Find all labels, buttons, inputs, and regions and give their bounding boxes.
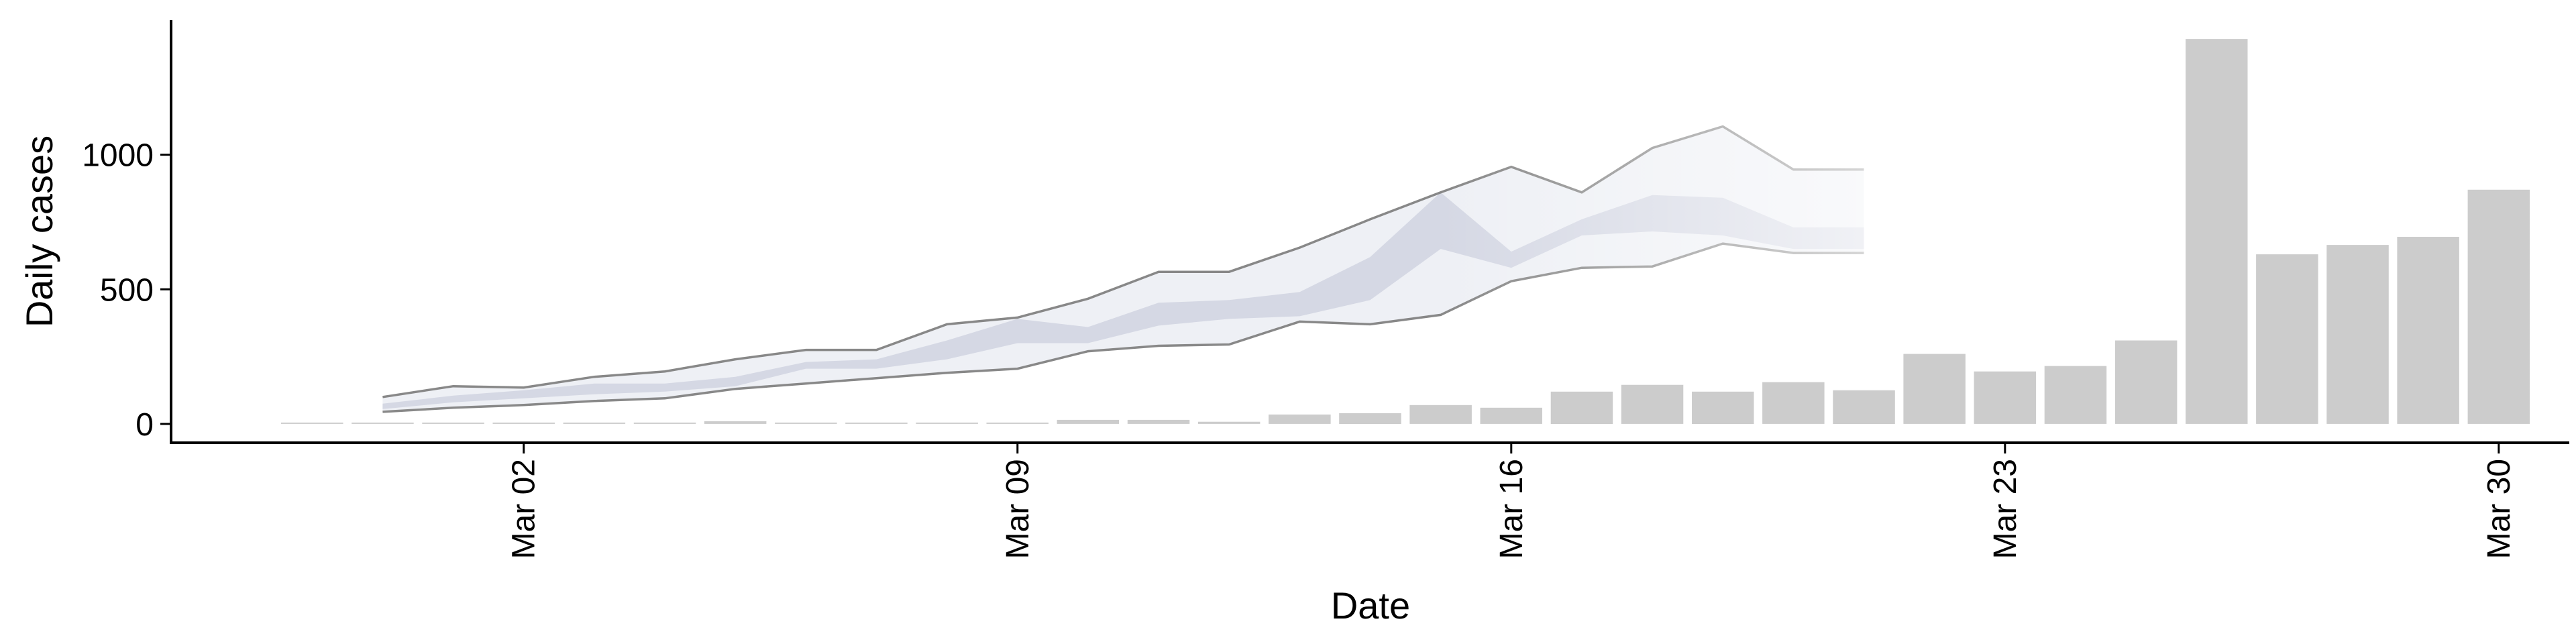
bar (1621, 384, 1684, 424)
bar (1057, 419, 1120, 424)
bar (845, 422, 908, 424)
bar (1692, 391, 1754, 424)
bar (1833, 390, 1895, 424)
projection-ribbon (382, 20, 1867, 443)
x-tick-label: Mar 23 (1988, 459, 2023, 559)
y-tick-label: 0 (136, 407, 154, 443)
bar-series (281, 39, 2530, 424)
bar (352, 422, 414, 424)
bar (422, 422, 484, 424)
bar (1480, 407, 1542, 424)
ticks: Mar 02 Mar 09 Mar 16 Mar 23 Mar 30 0 500 1000 (82, 138, 2517, 559)
bar (1339, 413, 1401, 424)
x-tick-label: Mar 09 (1000, 459, 1036, 559)
x-tick-label: Mar 16 (1494, 459, 1529, 559)
bar (563, 422, 626, 424)
bar (916, 422, 978, 424)
bar (2044, 366, 2107, 424)
axes (170, 20, 2569, 444)
bar (1409, 405, 1472, 424)
bar (1762, 382, 1825, 424)
bar (775, 422, 837, 424)
bar (2114, 340, 2178, 424)
bar (633, 422, 696, 424)
bar (1903, 354, 1966, 424)
bar (2397, 237, 2459, 424)
x-tick-label: Mar 30 (2481, 459, 2517, 559)
bar (1550, 391, 1613, 424)
y-tick-label: 500 (100, 272, 154, 308)
bar (492, 422, 555, 424)
bar (1127, 419, 1190, 424)
bar (281, 422, 343, 424)
bar (1974, 371, 2037, 424)
bar (1197, 421, 1260, 424)
bar (986, 422, 1049, 424)
bar (2326, 245, 2389, 424)
y-axis-title: Daily cases (18, 136, 60, 327)
y-tick-label: 1000 (82, 138, 154, 174)
x-tick-label: Mar 02 (506, 459, 542, 559)
x-axis-title: Date (1331, 584, 1410, 627)
bar (1269, 414, 1331, 424)
bar (2256, 254, 2318, 424)
bar (2186, 39, 2248, 424)
projection-fade (1440, 20, 1867, 443)
bar (704, 421, 767, 424)
bar (2467, 189, 2530, 424)
